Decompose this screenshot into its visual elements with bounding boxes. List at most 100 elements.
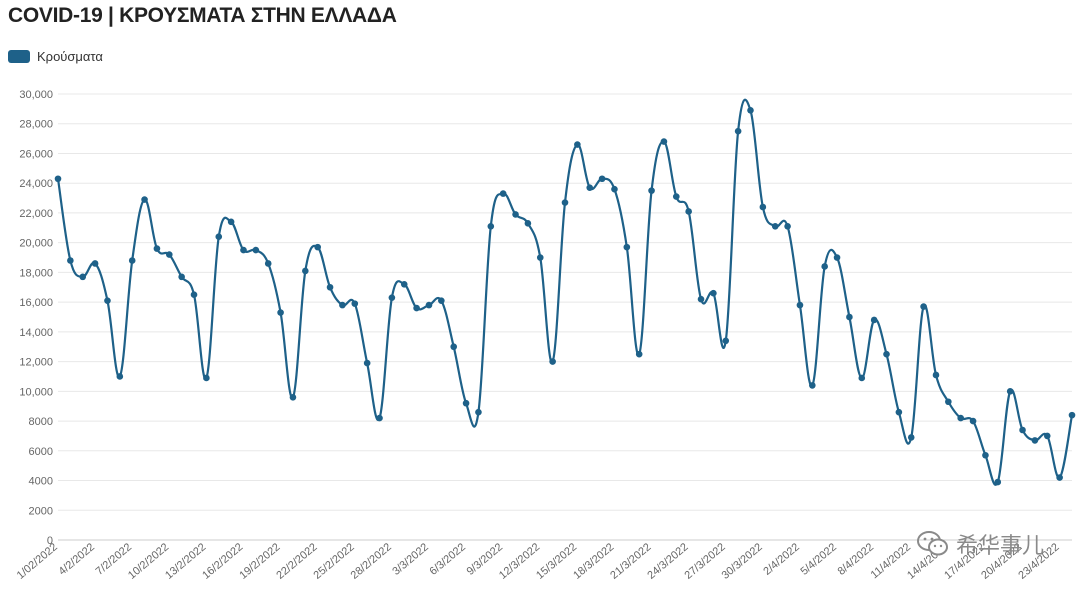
data-point[interactable] [1056,474,1063,481]
data-point[interactable] [598,175,606,183]
y-tick-label: 22,000 [19,208,53,220]
data-point[interactable] [561,199,569,206]
data-point[interactable] [339,301,346,309]
data-point[interactable] [957,414,965,422]
data-point[interactable] [277,309,284,316]
data-point[interactable] [438,297,445,304]
data-point[interactable] [574,141,581,148]
data-point[interactable] [722,337,730,345]
data-point[interactable] [67,257,74,264]
y-axis-ticks: 0 2000 4000 6000 8000 10,000 12,000 14,000 16,00… [19,89,53,547]
x-tick-label: 5/4/2022 [798,541,839,578]
data-point[interactable] [895,408,903,416]
data-point[interactable] [969,417,977,425]
legend[interactable]: Κρούσματα [8,49,103,64]
data-point[interactable] [289,393,297,401]
data-point[interactable] [215,233,223,241]
data-point[interactable] [54,175,62,183]
data-point[interactable] [128,257,136,264]
data-point[interactable] [363,359,371,367]
data-point[interactable] [734,127,742,135]
data-point[interactable] [1019,426,1026,434]
data-point[interactable] [400,280,408,288]
data-point[interactable] [759,203,767,211]
data-point[interactable] [425,301,433,309]
data-point[interactable] [499,190,507,197]
chart-title: COVID-19 | ΚΡΟΥΣΜΑΤΑ ΣΤΗΝ ΕΛΛΑΔΑ [8,4,397,27]
data-point[interactable] [116,373,124,380]
data-point[interactable] [326,283,334,291]
data-point[interactable] [635,350,643,358]
data-points [54,107,1076,486]
series-line [56,98,1074,486]
y-tick-label: 2000 [29,505,53,517]
data-point[interactable] [870,316,878,324]
data-point[interactable] [710,289,717,297]
data-point[interactable] [697,295,705,303]
data-point[interactable] [1031,437,1039,444]
data-point[interactable] [104,297,111,304]
data-point[interactable] [1006,388,1014,395]
data-point[interactable] [883,350,890,358]
data-point[interactable] [994,478,1002,486]
data-point[interactable] [685,208,692,215]
legend-swatch [8,50,30,63]
data-point[interactable] [178,273,185,281]
data-point[interactable] [462,399,470,407]
data-point[interactable] [858,374,866,382]
data-point[interactable] [450,343,458,351]
data-point[interactable] [203,374,210,382]
data-point[interactable] [586,184,594,191]
series-line-group [56,98,1074,486]
data-point[interactable] [165,251,173,258]
data-point[interactable] [784,223,791,230]
data-point[interactable] [190,291,198,299]
data-point[interactable] [376,414,383,422]
x-tick-label: 28/2/2022 [349,541,394,582]
data-point[interactable] [388,294,396,301]
data-point[interactable] [809,382,816,389]
data-point[interactable] [524,220,532,227]
data-point[interactable] [982,451,989,459]
data-point[interactable] [821,263,828,270]
data-point[interactable] [413,304,420,312]
data-point[interactable] [141,196,148,203]
data-point[interactable] [314,243,321,251]
data-point[interactable] [264,260,272,267]
data-point[interactable] [833,254,841,261]
x-tick-label: 6/3/2022 [427,541,468,578]
data-point[interactable] [536,254,544,261]
data-point[interactable] [512,211,519,218]
data-point[interactable] [796,301,804,309]
data-point[interactable] [240,246,247,254]
data-point[interactable] [1043,432,1051,440]
data-point[interactable] [932,371,940,379]
data-point[interactable] [351,300,359,307]
y-tick-label: 8000 [29,416,53,428]
data-point[interactable] [549,358,556,365]
data-point[interactable] [660,138,668,145]
data-point[interactable] [623,243,631,251]
data-point[interactable] [1068,411,1076,419]
wechat-icon [916,531,948,556]
y-tick-label: 20,000 [19,238,53,250]
data-point[interactable] [487,223,495,230]
data-point[interactable] [648,187,655,194]
data-point[interactable] [920,303,927,310]
y-tick-label: 6000 [29,446,53,458]
data-point[interactable] [153,245,161,252]
data-point[interactable] [302,267,309,275]
data-point[interactable] [475,408,482,416]
data-point[interactable] [945,398,952,406]
data-point[interactable] [252,246,260,254]
data-point[interactable] [907,434,915,441]
data-point[interactable] [227,218,235,226]
data-point[interactable] [79,273,87,281]
data-point[interactable] [846,313,853,321]
data-point[interactable] [771,223,779,230]
data-point[interactable] [611,185,618,193]
data-point[interactable] [747,107,754,114]
data-point[interactable] [91,260,99,267]
data-point[interactable] [672,193,680,200]
